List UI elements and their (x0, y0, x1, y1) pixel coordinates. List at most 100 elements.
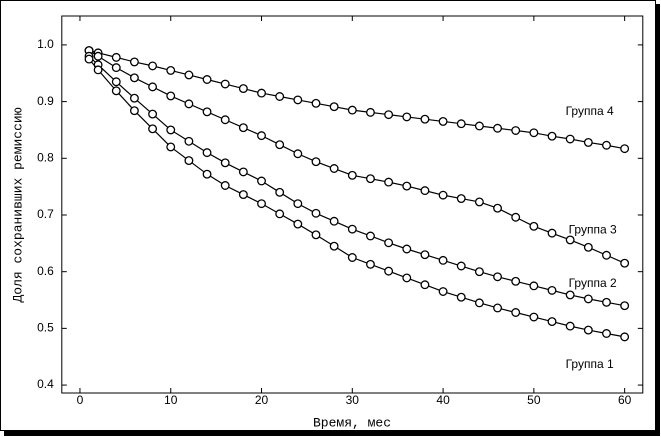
data-point (456, 194, 466, 203)
series-label: Группа 3 (569, 222, 617, 236)
data-point (111, 63, 121, 73)
x-tick-label: 50 (527, 393, 541, 407)
data-point (366, 231, 375, 241)
data-point (111, 52, 121, 62)
data-point (565, 235, 575, 245)
data-point (220, 115, 230, 125)
data-point (329, 164, 339, 173)
data-point (347, 224, 357, 234)
data-point (511, 212, 521, 222)
data-point (583, 325, 593, 335)
data-point (366, 107, 375, 117)
data-point (547, 317, 557, 327)
data-point (129, 93, 139, 103)
y-tick-label: 0.5 (37, 321, 54, 335)
data-point (529, 128, 539, 138)
x-tick-label: 0 (77, 393, 84, 407)
data-point (202, 169, 212, 179)
data-point (438, 255, 448, 265)
data-point (529, 281, 539, 291)
data-point (456, 261, 466, 271)
x-tick-label: 20 (255, 393, 269, 407)
data-point (311, 208, 321, 218)
data-point (474, 298, 484, 308)
data-point (148, 61, 158, 71)
data-point (547, 285, 557, 295)
data-point (384, 110, 394, 120)
data-point (565, 134, 575, 144)
data-point (565, 321, 575, 331)
y-tick-label: 0.6 (37, 264, 54, 278)
data-point (620, 301, 630, 311)
data-point (84, 54, 94, 64)
data-point (402, 244, 412, 254)
x-tick-label: 10 (164, 393, 178, 407)
data-point (493, 303, 502, 313)
data-point (220, 79, 230, 89)
data-point (257, 88, 266, 98)
data-point (547, 131, 557, 141)
data-point (293, 149, 303, 159)
data-point (438, 287, 448, 296)
data-point (111, 77, 121, 87)
data-point (583, 137, 593, 147)
frame (0, 0, 656, 431)
data-point (511, 308, 521, 317)
data-point (529, 221, 539, 231)
data-point (438, 190, 448, 200)
data-point (311, 230, 321, 240)
series-label: Группа 4 (566, 104, 614, 118)
data-point (129, 73, 139, 83)
data-point (456, 292, 466, 302)
data-point (420, 114, 430, 124)
data-point (384, 238, 394, 248)
data-point (220, 181, 230, 190)
data-point (420, 280, 430, 290)
data-point (438, 116, 448, 126)
data-point (620, 258, 630, 268)
data-point (293, 95, 303, 105)
data-point (329, 216, 339, 226)
data-point (620, 332, 630, 342)
data-point (511, 126, 521, 135)
data-point (347, 170, 357, 180)
data-point (474, 121, 484, 131)
data-point (220, 158, 230, 168)
data-point (166, 91, 176, 101)
data-point (202, 75, 212, 84)
data-point (329, 241, 339, 251)
data-point (384, 266, 394, 276)
x-tick-label: 60 (618, 393, 632, 407)
data-point (148, 82, 158, 92)
series-label: Группа 1 (566, 357, 614, 371)
data-point (111, 86, 121, 96)
data-point (238, 167, 248, 177)
data-point (184, 99, 194, 109)
data-point (184, 136, 194, 146)
data-point (366, 174, 375, 184)
data-point (275, 140, 285, 150)
data-point (275, 187, 285, 197)
data-point (275, 92, 285, 101)
data-point (257, 176, 266, 186)
data-point (402, 181, 412, 191)
data-point (238, 123, 248, 133)
data-point (420, 250, 430, 260)
data-point (293, 219, 303, 229)
data-point (311, 157, 321, 167)
data-point (384, 177, 394, 187)
data-point (148, 124, 158, 134)
data-point (366, 259, 375, 269)
data-point (602, 297, 611, 307)
data-point (583, 294, 593, 304)
series-label: Группа 2 (569, 276, 617, 290)
data-point (347, 253, 357, 262)
data-point (620, 144, 630, 154)
x-tick-label: 40 (436, 393, 450, 407)
data-point (456, 119, 466, 129)
data-point (238, 84, 248, 94)
data-point (257, 199, 266, 209)
data-point (529, 312, 539, 322)
y-axis-title: Доля сохранивших ремиссию (10, 107, 25, 302)
